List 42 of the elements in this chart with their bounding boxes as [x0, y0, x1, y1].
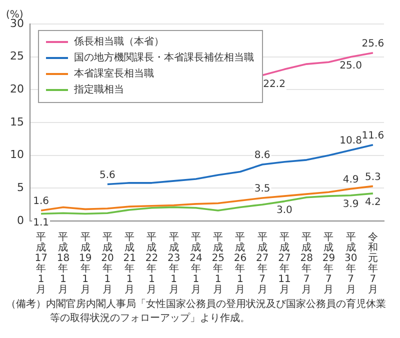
data-label: 5.3 [364, 172, 381, 183]
legend-label: 指定職相当 [72, 84, 124, 96]
x-tick-label: 平成25年1月 [212, 232, 224, 296]
x-tick-label: 平成21年1月 [123, 232, 136, 296]
data-label: 8.6 [254, 150, 270, 162]
x-tick-label: 平成27年7月 [256, 232, 269, 296]
data-label: 4.2 [364, 197, 381, 208]
data-label: 3.5 [254, 184, 270, 195]
x-tick-label: 平成20年1月 [101, 232, 114, 296]
data-label: 25.6 [362, 38, 384, 50]
y-tick-label: 0 [16, 214, 24, 227]
data-label: 3.0 [276, 204, 292, 216]
data-label: 1.6 [33, 196, 50, 208]
x-tick-label: 平成17年1月 [34, 232, 48, 296]
data-label: 10.8 [340, 136, 362, 147]
x-tick-label: 平成24年1月 [190, 232, 202, 296]
x-tick-label: 平成22年1月 [145, 232, 158, 296]
y-tick-label: 5 [16, 181, 24, 194]
x-tick-label: 平成19年1月 [78, 232, 92, 296]
x-tick-label: 平成26年1月 [234, 232, 247, 296]
data-label: 11.6 [362, 130, 384, 142]
data-label: 4.9 [342, 174, 359, 186]
x-tick-label: 令和元年7月 [368, 230, 378, 296]
data-label: 5.6 [99, 170, 116, 181]
x-tick-label: 平成30年7月 [344, 232, 358, 296]
y-tick-label: 20 [10, 82, 24, 96]
data-label: 1.1 [33, 217, 50, 228]
x-tick-label: 平成28年7月 [300, 232, 313, 296]
legend-label: 係長相当職（本省） [74, 36, 164, 48]
text: （備考）内閣官房内閣人事局「女性国家公務員の登用状況及び国家公務員の育児休業等の取得状況のフォローアップ」より作成。 [5, 298, 387, 326]
y-tick-label: 25 [10, 50, 24, 63]
y-tick-label: 15 [10, 115, 24, 128]
x-tick-label: 平成18年1月 [56, 232, 70, 296]
data-label: 3.9 [342, 198, 359, 210]
data-label: 25.0 [340, 60, 362, 72]
legend-label: 国の地方機関課長・本省課長補佐相当職 [74, 52, 254, 64]
y-tick-label: 10 [10, 148, 24, 162]
x-tick-label: 平成23年1月 [167, 232, 180, 296]
legend-label: 本省課室長相当職 [74, 68, 154, 80]
data-label: 22.2 [263, 78, 286, 90]
x-tick-label: 平成29年7月 [322, 232, 336, 296]
x-tick-label: 平成27年11月 [278, 232, 291, 296]
